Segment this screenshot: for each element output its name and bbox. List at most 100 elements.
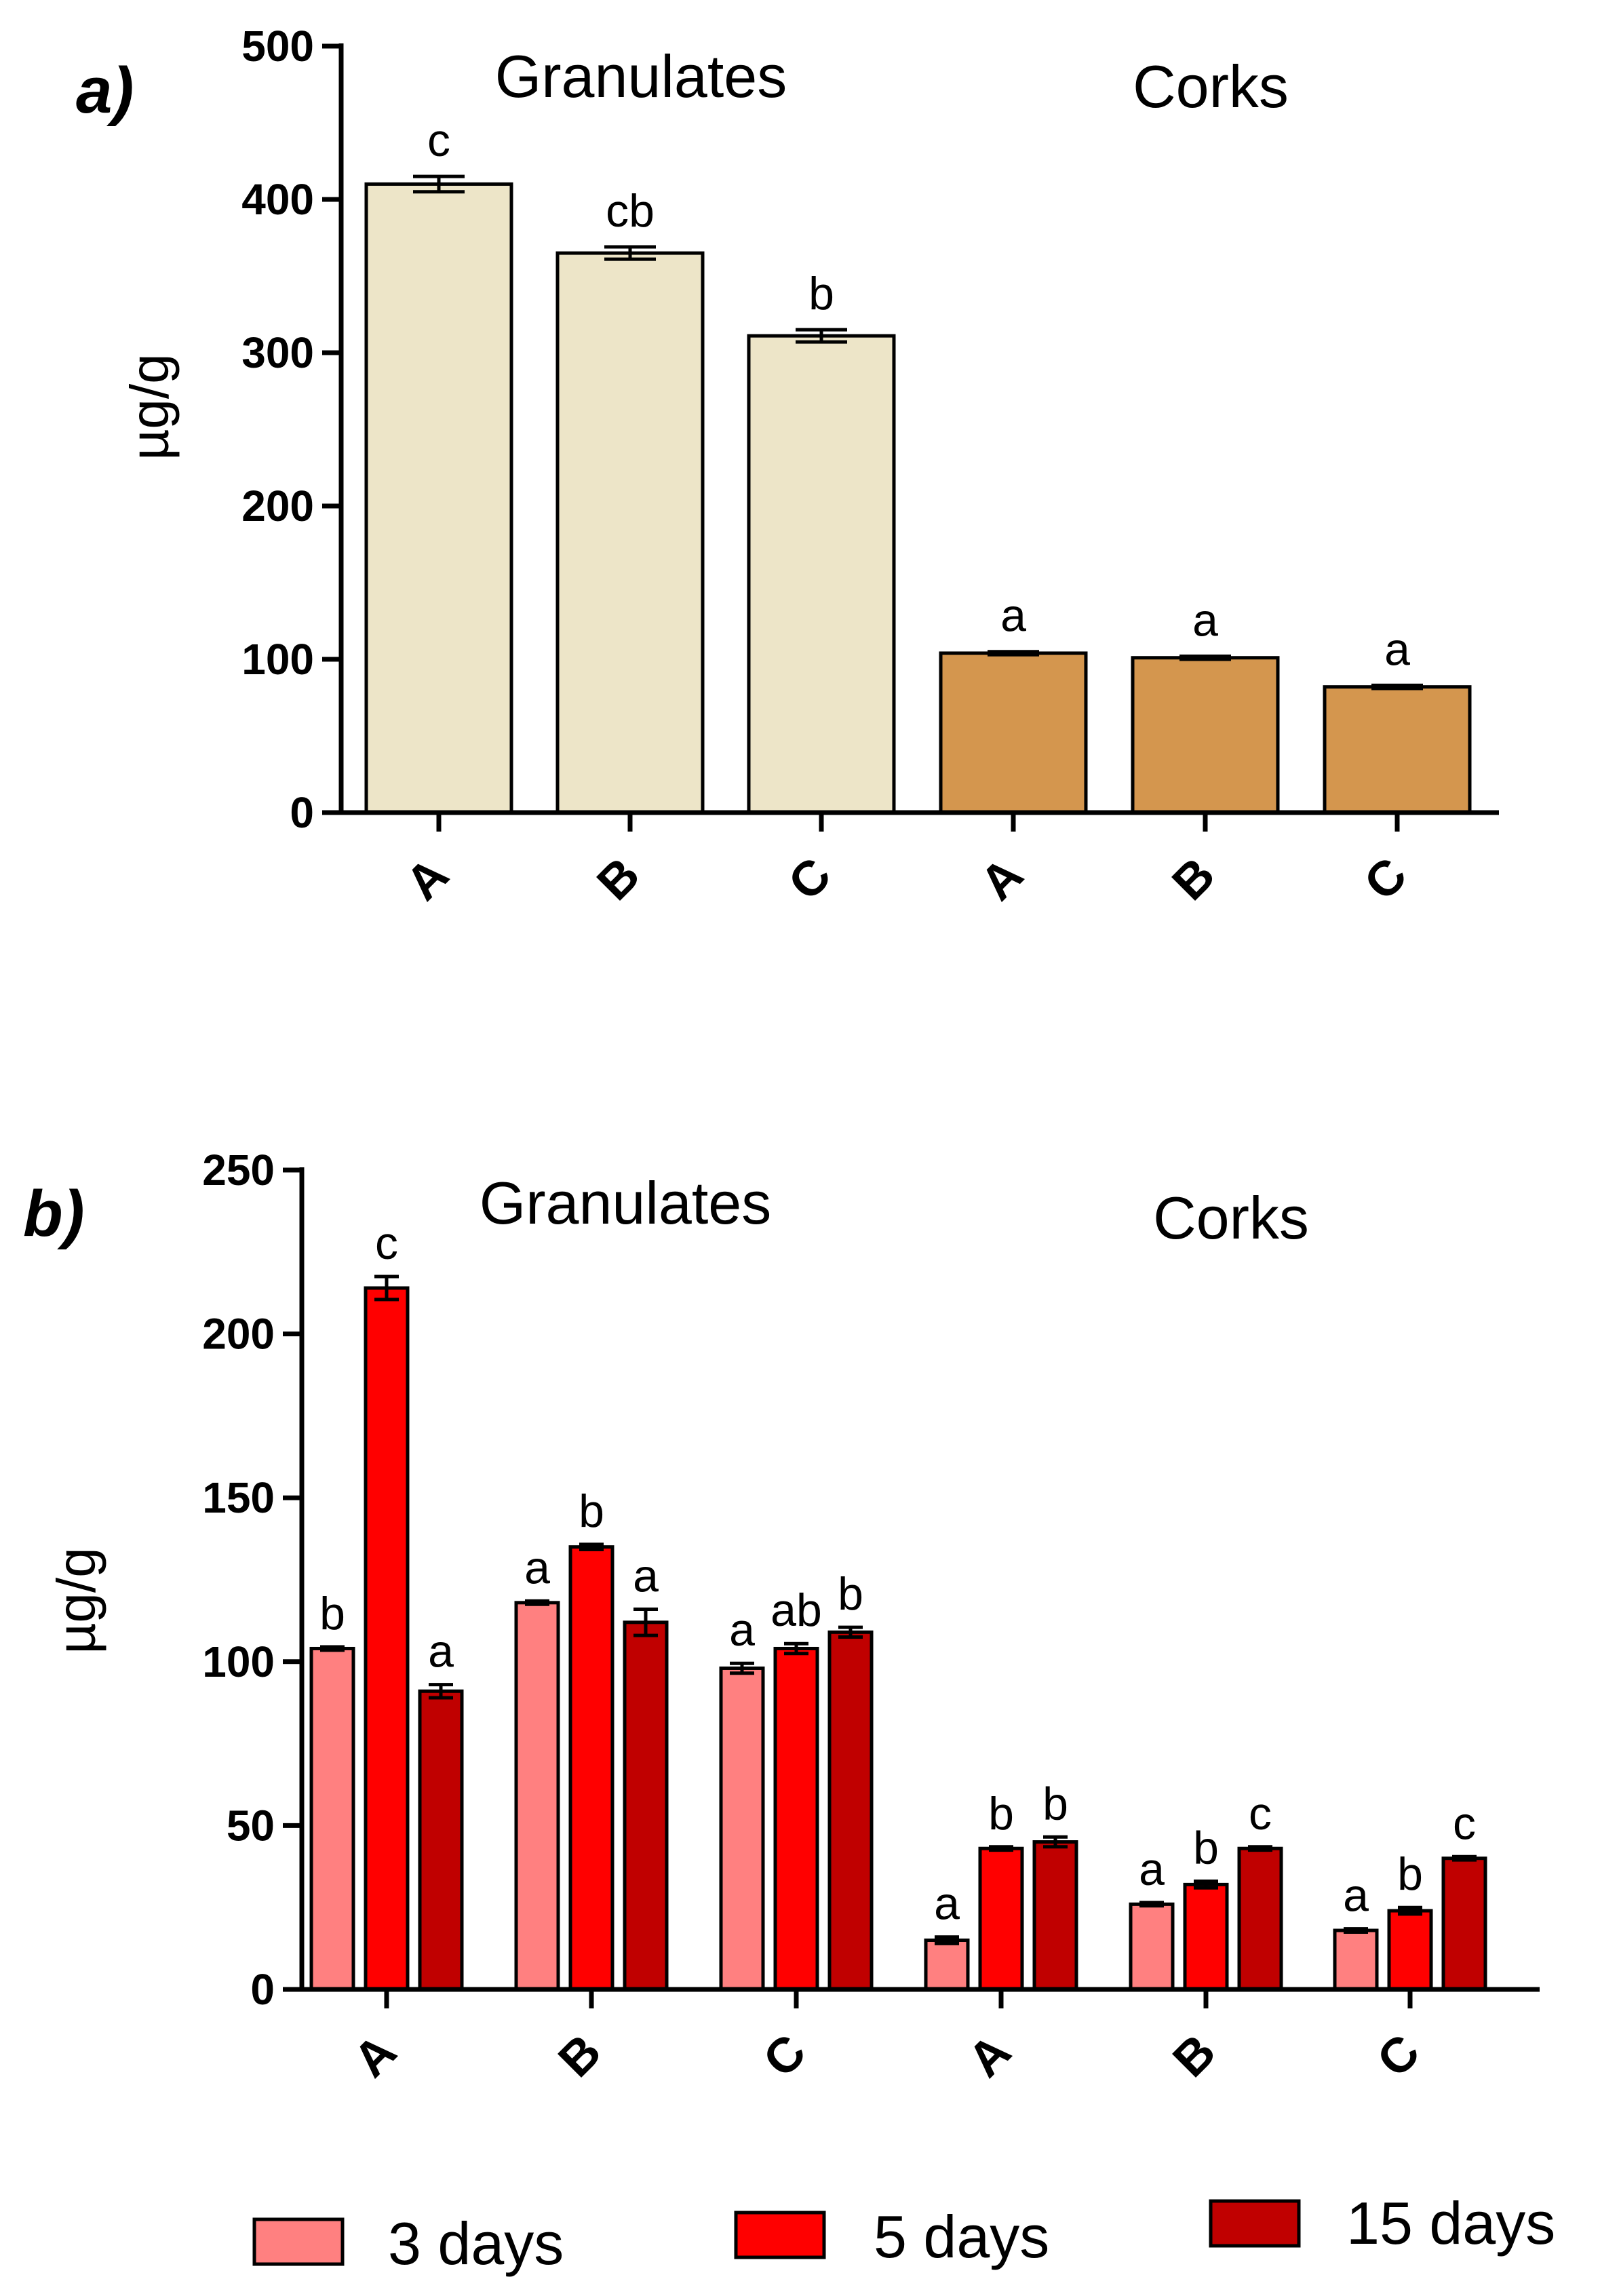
panel-b-error-bar [730, 1661, 754, 1675]
legend-swatch-15-days [1209, 2199, 1301, 2248]
panel-b-significance-letter: b [1042, 1778, 1068, 1829]
panel-b-error-bar [320, 1645, 345, 1652]
legend-label-15-days: 15 days [1346, 2190, 1555, 2257]
panel-b-significance-letter: a [1343, 1870, 1369, 1922]
panel-a-bar [747, 334, 896, 815]
panel-a-y-tick-label: 300 [241, 328, 314, 377]
panel-b-significance-letter: b [579, 1485, 604, 1537]
panel-b-bar [773, 1646, 819, 1991]
panel-a-y-axis: 0 100 200 300 400 500 [241, 22, 344, 837]
panel-b-bar [309, 1646, 355, 1991]
panel-b-y-tick-label: 150 [202, 1473, 275, 1522]
panel-a-significance-letter: a [1000, 590, 1026, 642]
panel-a-significance-letter: cb [606, 185, 655, 237]
panel-b-error-bar [374, 1275, 399, 1302]
panel-a-bar [1131, 656, 1280, 815]
panel-b-significance-letter: b [319, 1588, 345, 1639]
panel-b-error-bar [838, 1625, 863, 1639]
panel-b-group-label-corks: Corks [1153, 1184, 1309, 1251]
legend: 3 days 5 days 15 days [252, 2190, 1555, 2277]
panel-a-group-label-corks: Corks [1133, 53, 1289, 120]
panel-b-significance-letter: a [524, 1542, 550, 1593]
panel-a-y-axis-label: µg/g [119, 353, 180, 460]
panel-b-significance-letter: a [729, 1604, 755, 1656]
panel-b-bar [827, 1630, 874, 1991]
panel-b-y-axis-label: µg/g [46, 1547, 106, 1654]
panel-a-bar [555, 251, 705, 815]
panel-b-error-bar [1043, 1835, 1068, 1849]
panel-a-error-bar [1179, 654, 1231, 661]
panel-b-significance-letter: b [838, 1568, 863, 1620]
panel-a-bar [364, 182, 513, 815]
legend-label-5-days: 5 days [874, 2203, 1049, 2270]
panel-b-significance-letter: b [1193, 1823, 1219, 1874]
panel-b-bar [1129, 1902, 1175, 1991]
panel-b-bar [364, 1286, 410, 1991]
panel-a-label: a) [76, 54, 134, 127]
panel-b-significance-letter: a [428, 1626, 454, 1677]
panel-b-error-bar [935, 1935, 959, 1945]
panel-b-significance-letter: ab [770, 1584, 822, 1636]
panel-b-significance-letter: a [934, 1878, 960, 1930]
panel-b-y-tick-label: 0 [250, 1965, 275, 2014]
legend-swatch-5-days [734, 2211, 826, 2259]
panel-b-error-bar [1398, 1905, 1422, 1916]
panel-b-significance-letter: b [1397, 1848, 1423, 1900]
panel-a-y-tick-label: 200 [241, 482, 314, 530]
panel-b: b) µg/g Granulates Corks 0 50 100 150 200 250… [23, 1146, 1540, 2088]
panel-b-bar [978, 1846, 1024, 1991]
panel-b-error-bar [1344, 1927, 1368, 1934]
panel-a-error-bar [1371, 683, 1423, 690]
panel-b-significance-letter: a [633, 1550, 659, 1601]
panel-b-error-bar [784, 1641, 808, 1656]
panel-b-bar [1237, 1846, 1283, 1991]
panel-b-bar [1387, 1909, 1433, 1991]
panel-b-bar [623, 1620, 669, 1991]
panel-a-error-bar [604, 245, 656, 261]
panel-a-error-bar [988, 650, 1039, 657]
panel-b-error-bar [579, 1542, 604, 1552]
panel-a-y-tick-label: 400 [241, 175, 314, 224]
panel-b-error-bar [1248, 1845, 1272, 1852]
panel-a-group-label-granulates: Granulates [495, 43, 787, 110]
panel-b-bar [418, 1689, 464, 1991]
panel-b-bar [514, 1601, 560, 1991]
panel-b-significance-letter: a [1139, 1844, 1165, 1895]
panel-a-error-bar [796, 328, 847, 344]
panel-b-bar [719, 1666, 765, 1991]
panel-b-y-tick-label: 100 [202, 1637, 275, 1686]
panel-a: a) µg/g Granulates Corks 0 100 200 300 400 50… [76, 22, 1499, 911]
panel-b-group-label-granulates: Granulates [480, 1169, 771, 1237]
panel-b-y-tick-label: 200 [202, 1310, 275, 1359]
panel-b-error-bar [429, 1683, 453, 1700]
panel-b-y-tick-label: 250 [202, 1146, 275, 1194]
panel-b-error-bar [989, 1845, 1013, 1852]
panel-a-bar [1323, 685, 1472, 815]
panel-b-bar [1183, 1882, 1229, 1991]
panel-a-bar [939, 651, 1088, 815]
panel-b-y-axis: 0 50 100 150 200 250 [202, 1146, 305, 2014]
panel-a-y-tick-label: 100 [241, 635, 314, 684]
legend-swatch-3-days [252, 2217, 345, 2266]
panel-a-y-tick-label: 500 [241, 22, 314, 71]
panel-b-bar [1333, 1928, 1379, 1991]
panel-a-error-bar [413, 174, 465, 194]
panel-a-y-tick-label: 0 [290, 788, 314, 837]
panel-b-error-bar [1194, 1880, 1218, 1890]
panel-a-significance-letter: c [427, 115, 450, 166]
panel-b-bar [924, 1939, 970, 1991]
panel-b-error-bar [525, 1599, 549, 1606]
panel-b-significance-letter: c [375, 1218, 398, 1269]
legend-label-3-days: 3 days [388, 2210, 564, 2277]
panel-b-error-bar [1452, 1854, 1477, 1862]
panel-b-significance-letter: c [1249, 1788, 1272, 1840]
panel-a-significance-letter: b [808, 268, 834, 319]
panel-b-bar [1441, 1856, 1487, 1991]
panel-b-label: b) [23, 1178, 85, 1250]
panel-b-error-bar [1139, 1901, 1164, 1908]
panel-b-y-tick-label: 50 [227, 1801, 275, 1850]
panel-a-significance-letter: a [1192, 594, 1218, 646]
panel-b-bar [568, 1545, 614, 1991]
panel-b-bar [1032, 1840, 1078, 1991]
